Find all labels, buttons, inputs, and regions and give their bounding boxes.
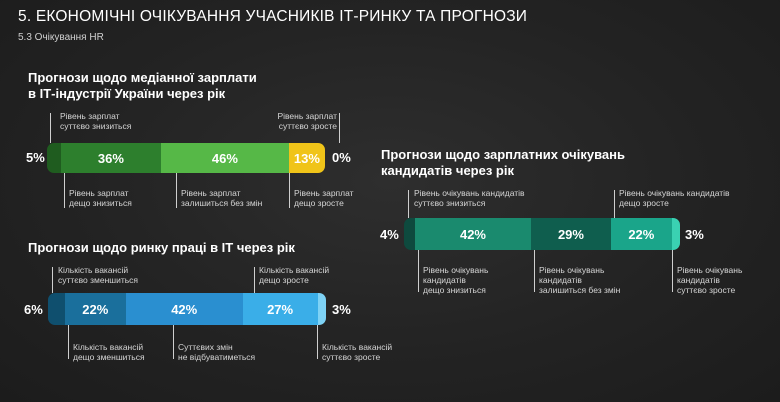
chart-salary-bar: 36% 46% 13% <box>47 143 325 173</box>
chart-market-leader <box>68 325 69 359</box>
chart-candidates-segment: 42% <box>415 218 531 250</box>
chart-market-segment: 22% <box>64 293 126 325</box>
chart-salary-label-top-right: Рівень зарплат суттєво зросте <box>277 111 337 131</box>
chart-salary-label-top-left: Рівень зарплат суттєво знизиться <box>60 111 132 131</box>
chart-market-leader <box>254 267 255 293</box>
chart-market-segment <box>48 293 65 325</box>
chart-salary-label-4: 0% <box>332 150 351 165</box>
chart-candidates-value-label: 42% <box>459 226 486 242</box>
chart-candidates-segment <box>671 218 680 250</box>
chart-salary-leader <box>176 173 177 208</box>
chart-market-value-label: 22% <box>82 301 109 317</box>
chart-market-leader <box>173 325 174 359</box>
chart-salary-leader <box>50 113 51 143</box>
chart-candidates-label-4: 3% <box>685 227 704 242</box>
chart-market-label-bottom-3: Кількість вакансій суттєво зросте <box>322 342 393 362</box>
chart-market-title: Прогнози щодо ринку праці в ІТ через рік <box>28 240 295 255</box>
chart-candidates-segment <box>404 218 416 250</box>
chart-salary-segment: 36% <box>60 143 161 173</box>
chart-market-label-bottom-1: Кількість вакансій дещо зменшиться <box>73 342 145 362</box>
chart-candidates-label-bottom-1: Рівень очікувань кандидатів дещо знизить… <box>423 265 489 295</box>
chart-market-label-bottom-2: Суттєвих змін не відбуватиметься <box>178 342 256 362</box>
chart-candidates-value-label: 29% <box>557 226 584 242</box>
chart-candidates-leader <box>418 250 419 292</box>
chart-market-value-label: 27% <box>267 301 294 317</box>
chart-market-label-0: 6% <box>24 302 43 317</box>
chart-salary-leader <box>339 113 340 143</box>
chart-candidates-label-top-left: Рівень очікувань кандидатів суттєво зниз… <box>414 188 525 208</box>
chart-market-segment: 42% <box>125 293 243 325</box>
chart-salary-title: Прогнози щодо медіанної зарплати в ІТ-ін… <box>28 70 257 101</box>
chart-market-segment: 27% <box>242 293 318 325</box>
page-title: 5. ЕКОНОМІЧНІ ОЧІКУВАННЯ УЧАСНИКІВ ІТ-РИ… <box>18 8 528 25</box>
chart-salary-label-bottom-2: Рівень зарплат залишиться без змін <box>181 188 263 208</box>
chart-salary-label-bottom-1: Рівень зарплат дещо знизиться <box>69 188 132 208</box>
chart-salary-value-label: 46% <box>211 150 238 166</box>
chart-salary-segment: 46% <box>160 143 289 173</box>
chart-candidates-leader <box>672 250 673 292</box>
chart-candidates-label-bottom-2: Рівень очікувань кандидатів залишиться б… <box>539 265 621 295</box>
chart-candidates-segment: 22% <box>610 218 672 250</box>
chart-candidates-value-label: 22% <box>628 226 655 242</box>
chart-salary-segment <box>47 143 61 173</box>
chart-candidates-bar: 42% 29% 22% <box>404 218 680 250</box>
chart-candidates-title: Прогнози щодо зарплатних очікувань канди… <box>381 147 625 178</box>
chart-salary-value-label: 13% <box>293 150 320 166</box>
chart-candidates-leader <box>614 190 615 218</box>
chart-market-bar: 22% 42% 27% <box>48 293 326 325</box>
chart-salary-value-label: 36% <box>97 150 124 166</box>
chart-market-label-top-left: Кількість вакансій суттєво зменшиться <box>58 265 139 285</box>
chart-market-segment <box>317 293 326 325</box>
chart-salary-leader <box>64 173 65 208</box>
page-subtitle: 5.3 Очікування HR <box>18 32 104 43</box>
chart-candidates-label-0: 4% <box>380 227 399 242</box>
chart-salary-label-0: 5% <box>26 150 45 165</box>
chart-candidates-label-bottom-3: Рівень очікувань кандидатів суттєво зрос… <box>677 265 743 295</box>
chart-salary-segment: 13% <box>288 143 325 173</box>
chart-market-leader <box>52 267 53 293</box>
chart-market-label-4: 3% <box>332 302 351 317</box>
chart-salary-label-bottom-3: Рівень зарплат дещо зросте <box>294 188 354 208</box>
chart-market-value-label: 42% <box>171 301 198 317</box>
chart-market-label-top-right: Кількість вакансій дещо зросте <box>259 265 330 285</box>
chart-candidates-label-top-right: Рівень очікувань кандидатів дещо зросте <box>619 188 730 208</box>
chart-candidates-leader <box>408 190 409 218</box>
chart-salary-leader <box>289 173 290 208</box>
chart-candidates-leader <box>534 250 535 292</box>
chart-market-leader <box>317 325 318 359</box>
chart-candidates-segment: 29% <box>530 218 611 250</box>
